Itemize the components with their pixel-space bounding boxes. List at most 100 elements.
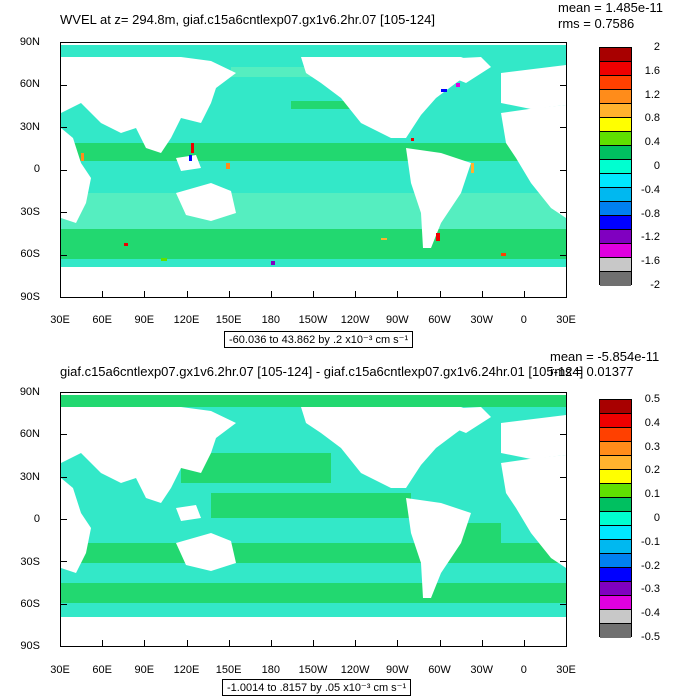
panel2-colorbar-swatch bbox=[600, 400, 631, 414]
panel2-colorbar-swatch bbox=[600, 470, 631, 484]
panel1-lon-tick bbox=[271, 291, 272, 298]
panel2-colorbar-label: 0.3 bbox=[644, 440, 660, 453]
panel1-colorbar-swatch bbox=[600, 244, 631, 258]
panel2-colorbar-swatch bbox=[600, 512, 631, 526]
panel1-colorbar-swatch bbox=[600, 188, 631, 202]
panel2-lon-label: 180 bbox=[261, 664, 280, 676]
panel1-colorbar-swatch bbox=[600, 118, 631, 132]
panel1-lon-tick bbox=[229, 291, 230, 298]
panel2-map-svg bbox=[61, 395, 566, 646]
panel1-lat-tick-right bbox=[560, 170, 567, 171]
panel1-lon-label: 180 bbox=[261, 314, 280, 326]
panel1-colorbar-swatch bbox=[600, 62, 631, 76]
panel1-lon-tick bbox=[355, 291, 356, 298]
panel1-colorbar-swatch bbox=[600, 174, 631, 188]
panel1-lon-label: 0 bbox=[520, 314, 527, 326]
panel2-colorbar-swatch bbox=[600, 540, 631, 554]
panel2-lon-tick bbox=[144, 640, 145, 647]
panel2-lon-label: 60W bbox=[428, 664, 451, 676]
panel1-lat-tick bbox=[60, 297, 67, 298]
panel2-lon-label: 30E bbox=[50, 664, 70, 676]
panel2-colorbar-swatch bbox=[600, 582, 631, 596]
panel1-colorbar-label: -1.6 bbox=[641, 255, 660, 268]
panel2-lon-tick bbox=[229, 640, 230, 647]
panel1-colorbar-label: -0.8 bbox=[641, 207, 660, 220]
panel2-colorbar-swatch bbox=[600, 568, 631, 582]
panel1-lat-label: 60N bbox=[19, 78, 40, 90]
panel2-colorbar-swatch bbox=[600, 428, 631, 442]
panel1-map bbox=[60, 42, 567, 298]
panel2-colorbar-swatch bbox=[600, 442, 631, 456]
panel1-colorbar-swatch bbox=[600, 104, 631, 118]
panel1-range-label: -60.036 to 43.862 by .2 x10⁻³ cm s⁻¹ bbox=[224, 331, 414, 348]
panel1-lon-label: 30W bbox=[470, 314, 493, 326]
panel2-lat-tick bbox=[60, 646, 67, 647]
panel2-colorbar-swatch bbox=[600, 526, 631, 540]
panel1-colorbar bbox=[599, 47, 632, 286]
panel2-range-label: -1.0014 to .8157 by .05 x10⁻³ cm s⁻¹ bbox=[222, 679, 412, 696]
panel2-lat-label: 30N bbox=[19, 471, 40, 483]
panel2-lon-tick bbox=[397, 640, 398, 647]
panel2-lat-label: 60S bbox=[20, 598, 40, 610]
panel2-lon-tick bbox=[187, 640, 188, 647]
panel2-colorbar-label: -0.5 bbox=[641, 631, 660, 643]
panel1-colorbar-swatch bbox=[600, 230, 631, 244]
panel1-lon-tick bbox=[482, 291, 483, 298]
panel1-lat-tick bbox=[60, 42, 67, 43]
panel2-lon-label: 30W bbox=[470, 664, 493, 676]
panel1-lat-tick-right bbox=[560, 85, 567, 86]
panel2-lat-tick-right bbox=[560, 561, 567, 562]
panel2-colorbar-label: 0.5 bbox=[644, 393, 660, 405]
panel1-lat-label: 90S bbox=[20, 291, 40, 303]
panel2-title: giaf.c15a6cntlexp07.gx1v6.2hr.07 [105-12… bbox=[60, 364, 584, 379]
panel2-lat-tick-right bbox=[560, 477, 567, 478]
panel1-map-svg bbox=[61, 45, 566, 297]
panel1-colorbar-swatch bbox=[600, 146, 631, 160]
panel2-colorbar-label: 0.4 bbox=[644, 416, 660, 429]
panel2-colorbar bbox=[599, 399, 632, 638]
panel2-lat-tick bbox=[60, 477, 67, 478]
panel1-lat-tick-right bbox=[560, 297, 567, 298]
panel1-lon-tick bbox=[440, 291, 441, 298]
panel1-lat-label: 30S bbox=[20, 206, 40, 218]
panel1-lat-tick-right bbox=[560, 42, 567, 43]
panel2-lat-label: 30S bbox=[20, 556, 40, 568]
panel2-colorbar-swatch bbox=[600, 498, 631, 512]
panel1-colorbar-swatch bbox=[600, 216, 631, 230]
panel2-lon-label: 60E bbox=[92, 664, 112, 676]
panel2-lon-tick bbox=[482, 640, 483, 647]
panel1-lon-label: 150W bbox=[298, 314, 328, 326]
panel1-lon-label: 30E bbox=[50, 314, 70, 326]
panel2-colorbar-label: -0.4 bbox=[641, 607, 660, 620]
panel1-lat-tick-right bbox=[560, 212, 567, 213]
panel2-lon-tick bbox=[271, 640, 272, 647]
panel2-lat-label: 0 bbox=[33, 513, 40, 525]
panel2-lon-tick bbox=[566, 640, 567, 647]
panel1-colorbar-label: -2 bbox=[650, 279, 660, 291]
panel2-lat-tick-right bbox=[560, 392, 567, 393]
panel1-colorbar-swatch bbox=[600, 258, 631, 272]
panel1-lat-label: 90N bbox=[19, 36, 40, 48]
panel1-lat-label: 0 bbox=[33, 163, 40, 175]
panel2-lon-label: 150W bbox=[298, 664, 328, 676]
panel2-colorbar-swatch bbox=[600, 596, 631, 610]
panel2-colorbar-label: 0.2 bbox=[644, 464, 660, 477]
panel1-lon-label: 150E bbox=[215, 314, 242, 326]
panel1-lon-tick bbox=[313, 291, 314, 298]
panel2-colorbar-label: -0.2 bbox=[641, 559, 660, 572]
panel1-rms: rms = 0.7586 bbox=[558, 16, 635, 31]
panel2-rms: rms = 0.01377 bbox=[550, 364, 634, 379]
panel2-lat-label: 90S bbox=[20, 640, 40, 652]
panel1-colorbar-label: 0.4 bbox=[644, 136, 660, 149]
panel1-lon-tick bbox=[524, 291, 525, 298]
panel2-lon-tick bbox=[313, 640, 314, 647]
panel2-map bbox=[60, 392, 567, 647]
panel1-colorbar-label: -1.2 bbox=[641, 231, 660, 244]
panel2-lon-label: 120W bbox=[340, 664, 370, 676]
panel1-lon-tick bbox=[187, 291, 188, 298]
panel2-mean: mean = -5.854e-11 bbox=[550, 349, 660, 364]
panel2-lat-label: 90N bbox=[19, 386, 40, 398]
panel1-lon-label: 90W bbox=[386, 314, 409, 326]
panel2-colorbar-label: 0.1 bbox=[644, 488, 660, 501]
panel2-lat-tick bbox=[60, 392, 67, 393]
